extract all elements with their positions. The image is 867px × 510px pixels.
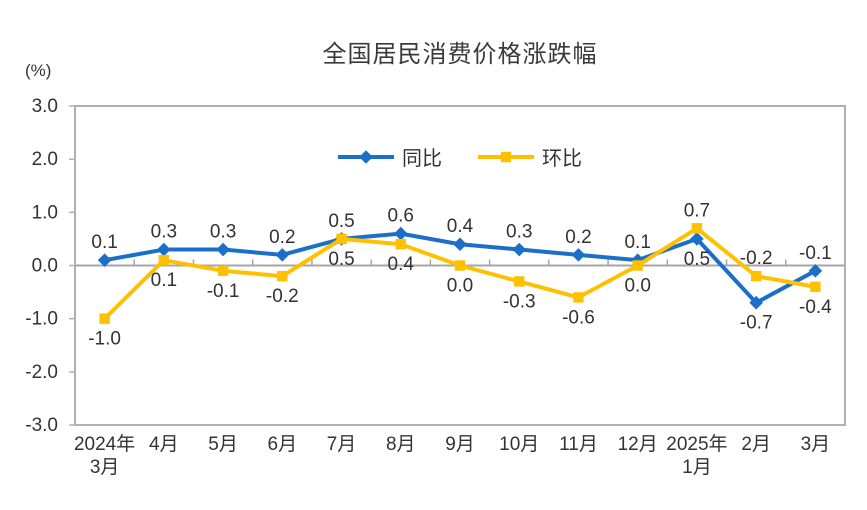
x-tick-label: 2024年 3月 <box>74 433 135 478</box>
x-tick-label: 2月 <box>741 434 771 455</box>
series-yoy-data-label: 0.5 <box>684 249 710 270</box>
series-yoy-data-label: 0.1 <box>624 232 650 253</box>
series-mom-point <box>573 292 584 303</box>
series-mom-data-label: -0.1 <box>207 281 240 302</box>
series-mom-data-label: -0.2 <box>266 286 299 307</box>
series-yoy-point <box>453 237 467 252</box>
series-yoy-data-label: 0.3 <box>506 222 532 243</box>
x-tick-label: 3月 <box>801 434 831 455</box>
series-yoy-data-label: -0.7 <box>740 313 773 334</box>
series-yoy-data-label: 0.5 <box>328 211 354 232</box>
series-yoy-point <box>157 242 171 257</box>
series-yoy-point <box>216 242 230 257</box>
series-mom-data-label: 0.0 <box>447 276 473 297</box>
series-mom-data-label: -1.0 <box>88 329 121 350</box>
x-tick-label: 6月 <box>268 434 298 455</box>
x-tick-label: 8月 <box>386 434 416 455</box>
x-tick-label: 10月 <box>499 434 539 455</box>
y-tick-label: 1.0 <box>32 202 58 223</box>
series-yoy-data-label: 0.4 <box>447 216 474 237</box>
series-mom-data-label: -0.2 <box>740 248 773 269</box>
series-yoy-point <box>275 248 290 262</box>
y-tick-label: -3.0 <box>25 415 58 436</box>
y-tick-label: 0.0 <box>32 256 58 277</box>
series-mom-data-label: 0.1 <box>151 270 177 291</box>
series-mom-point <box>336 233 347 245</box>
y-tick-label: 2.0 <box>32 149 58 170</box>
series-yoy-point <box>512 242 527 257</box>
series-yoy-data-label: 0.1 <box>91 232 117 253</box>
x-tick-label: 7月 <box>327 434 357 455</box>
legend-square-marker-icon <box>478 151 534 162</box>
x-tick-label: 12月 <box>618 434 658 455</box>
series-mom-point <box>632 260 643 271</box>
legend-item-mom: 环比 <box>478 142 582 171</box>
chart-title: 全国居民消费价格涨跌幅 <box>322 41 598 68</box>
series-mom-point <box>99 313 110 324</box>
x-tick-label: 5月 <box>208 434 238 455</box>
series-mom-point <box>454 260 466 271</box>
y-tick-label: -1.0 <box>25 309 58 330</box>
series-yoy-data-label: -0.1 <box>799 243 832 264</box>
y-axis-unit-label: (%) <box>25 61 52 80</box>
series-yoy-point <box>571 248 586 262</box>
series-mom-point <box>277 270 288 282</box>
series-mom-point <box>514 276 525 287</box>
series-mom-point <box>158 254 170 266</box>
series-mom-data-label: 0.5 <box>328 249 354 270</box>
series-mom-point <box>395 239 406 250</box>
series-mom-point <box>750 270 762 282</box>
legend: 同比 环比 <box>75 142 845 171</box>
series-mom-point <box>691 223 703 234</box>
series-yoy-data-label: 0.3 <box>210 222 236 243</box>
legend-label-yoy: 同比 <box>402 148 442 170</box>
series-yoy-data-label: 0.6 <box>388 206 414 227</box>
x-tick-label: 11月 <box>559 434 598 455</box>
series-mom-data-label: 0.7 <box>684 200 710 221</box>
series-yoy-data-label: 0.2 <box>565 227 591 248</box>
y-tick-label: -2.0 <box>25 362 58 383</box>
series-mom-data-label: -0.6 <box>562 307 595 328</box>
series-yoy-point <box>393 226 408 241</box>
x-tick-label: 4月 <box>149 434 179 455</box>
x-tick-label: 9月 <box>445 434 475 455</box>
legend-label-mom: 环比 <box>542 148 582 170</box>
series-mom-data-label: -0.3 <box>503 291 536 312</box>
series-mom-data-label: 0.0 <box>624 276 650 297</box>
series-mom-point <box>810 281 821 292</box>
series-mom-point <box>217 265 229 277</box>
y-tick-label: 3.0 <box>32 96 58 117</box>
series-mom-data-label: -0.4 <box>799 297 832 318</box>
series-yoy-data-label: 0.3 <box>151 222 177 243</box>
series-yoy-data-label: 0.2 <box>269 227 295 248</box>
legend-diamond-marker-icon <box>338 149 394 164</box>
series-mom-data-label: 0.4 <box>388 254 415 275</box>
x-tick-label: 2025年 1月 <box>666 433 727 478</box>
legend-item-yoy: 同比 <box>338 142 442 171</box>
